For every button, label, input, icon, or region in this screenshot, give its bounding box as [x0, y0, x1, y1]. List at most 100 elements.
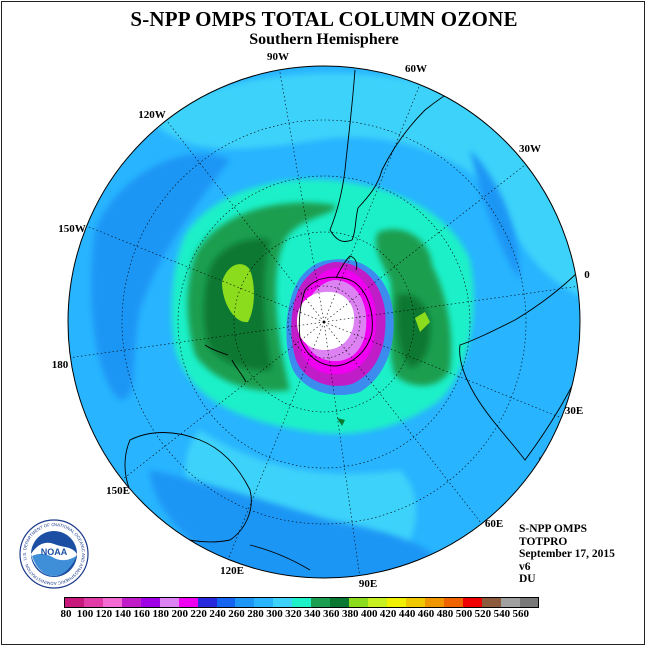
colorbar-tick-label: 120: [95, 608, 113, 620]
no-data-polar-night: [297, 291, 355, 350]
latitude-circle-1: [287, 285, 361, 359]
colorbar-swatch: [102, 598, 122, 607]
colorbar-swatch: [500, 598, 520, 607]
graticule: [121, 119, 527, 525]
longitude-label-60w: 60W: [405, 63, 427, 75]
south-pole-marker: [322, 320, 326, 324]
info-date: September 17, 2015: [519, 548, 615, 560]
longitude-label-150e: 150E: [106, 485, 130, 497]
meridian-150w: [86, 225, 325, 323]
colorbar-tick-label: 340: [304, 608, 321, 620]
colorbar-tick-label: 520: [474, 608, 492, 620]
info-product: TOTPRO: [519, 535, 568, 548]
colorbar-ticks: 80 100 120 140 160 180 200 220 240 260 280 300 320 34…: [0, 608, 648, 622]
ozone-region-dark-green-spot: [337, 418, 345, 426]
meridian-0: [323, 286, 578, 323]
colorbar-tick-label: 160: [133, 608, 151, 620]
colorbar-tick-label: 240: [209, 608, 226, 620]
colorbar-tick-label: 540: [493, 608, 511, 620]
colorbar-swatch: [65, 598, 84, 607]
colorbar-tick-label: 200: [171, 608, 188, 620]
meridian-120e: [227, 321, 325, 560]
ozone-region-yellow-green-east: [415, 312, 430, 332]
noaa-logo-text: NOAA: [41, 547, 68, 557]
meridian-120w: [166, 120, 325, 323]
longitude-label-90w: 90W: [267, 51, 289, 63]
colorbar-swatch: [519, 598, 539, 607]
longitude-labels: 90W 60W 30W 0 30E 60E 90E 120E 150E 180 150W 120W: [52, 51, 591, 590]
colorbar-tick-label: 280: [247, 608, 264, 620]
longitude-label-60e: 60E: [485, 518, 503, 530]
product-info: S-NPP OMPS TOTPRO September 17, 2015 v6 …: [519, 523, 615, 586]
map-title: S-NPP OMPS TOTAL COLUMN OZONE: [130, 7, 518, 31]
latitude-circle-2: [233, 231, 415, 413]
ozone-region-yellow-green-west: [222, 264, 254, 323]
colorbar-tick-label: 360: [323, 608, 340, 620]
colorbar-tick-label: 420: [379, 608, 397, 620]
colorbar-swatch: [121, 598, 141, 607]
colorbar-swatch: [197, 598, 217, 607]
longitude-label-30w: 30W: [519, 143, 541, 155]
meridian-30e: [323, 321, 562, 419]
coastline-antarctica: [298, 276, 373, 367]
meridians: [70, 69, 578, 576]
map-subtitle: Southern Hemisphere: [249, 31, 399, 48]
longitude-label-120e: 120E: [220, 565, 244, 577]
colorbar-tick-label: 400: [360, 608, 378, 620]
colorbar-tick-label: 500: [455, 608, 473, 620]
colorbar-tick-label: 260: [228, 608, 245, 620]
colorbar: [64, 597, 540, 608]
coastline-antarctic-peninsula: [335, 255, 358, 279]
longitude-label-180: 180: [52, 359, 69, 371]
colorbar-tick-label: 100: [76, 608, 94, 620]
colorbar-tick-label: 480: [436, 608, 454, 620]
longitude-label-150w: 150W: [58, 223, 86, 235]
meridian-60w: [323, 84, 421, 323]
colorbar-swatch: [273, 598, 293, 607]
colorbar-tick-label: 140: [114, 608, 132, 620]
coastline-madagascar: [537, 456, 547, 500]
latitude-circle-4: [121, 119, 527, 525]
colorbar-tick-label: 220: [190, 608, 207, 620]
colorbar-tick-label: 180: [152, 608, 170, 620]
info-version: v6: [519, 560, 531, 573]
colorbar-swatch: [368, 598, 387, 607]
colorbar-tick-label: 80: [60, 608, 72, 620]
meridian-150e: [122, 321, 325, 480]
coastline-australia: [124, 432, 252, 543]
colorbar-swatch: [349, 598, 368, 607]
longitude-label-0: 0: [584, 269, 590, 281]
colorbar-swatch: [405, 598, 425, 607]
colorbar-swatch: [481, 598, 501, 607]
longitude-label-120w: 120W: [138, 109, 166, 121]
colorbar-swatch: [216, 598, 236, 607]
colorbar-swatch: [462, 598, 482, 607]
longitude-label-30e: 30E: [565, 405, 583, 417]
map-boundary-circle: [67, 65, 581, 579]
ozone-region-cyan-north: [150, 73, 580, 300]
coastline-south-america: [329, 69, 491, 242]
info-satellite: S-NPP OMPS: [519, 523, 588, 535]
meridian-60e: [323, 321, 482, 524]
colorbar-swatch: [159, 598, 179, 607]
ozone-region-mid-blue-west: [91, 153, 230, 400]
meridian-90w: [279, 69, 325, 323]
ozone-region-mid-blue-east: [470, 150, 520, 280]
colorbar-swatch: [83, 598, 103, 607]
colorbar-tick-label: 300: [266, 608, 283, 620]
meridian-30w: [323, 164, 526, 323]
meridian-90e: [323, 321, 360, 576]
colorbar-tick-label: 380: [342, 608, 359, 620]
colorbar-swatch: [292, 598, 312, 607]
info-units: DU: [519, 573, 536, 585]
colorbar-tick-label: 440: [398, 608, 416, 620]
colorbar-swatch: [386, 598, 406, 607]
ozone-field: [68, 66, 580, 578]
colorbar-swatch: [443, 598, 463, 607]
latitude-circle-3: [177, 175, 471, 469]
colorbar-swatch: [311, 598, 331, 607]
noaa-logo: NOAA NATIONAL OCEANIC AND ATMOSPHERIC AD…: [18, 518, 89, 589]
colorbar-swatch: [235, 598, 255, 607]
